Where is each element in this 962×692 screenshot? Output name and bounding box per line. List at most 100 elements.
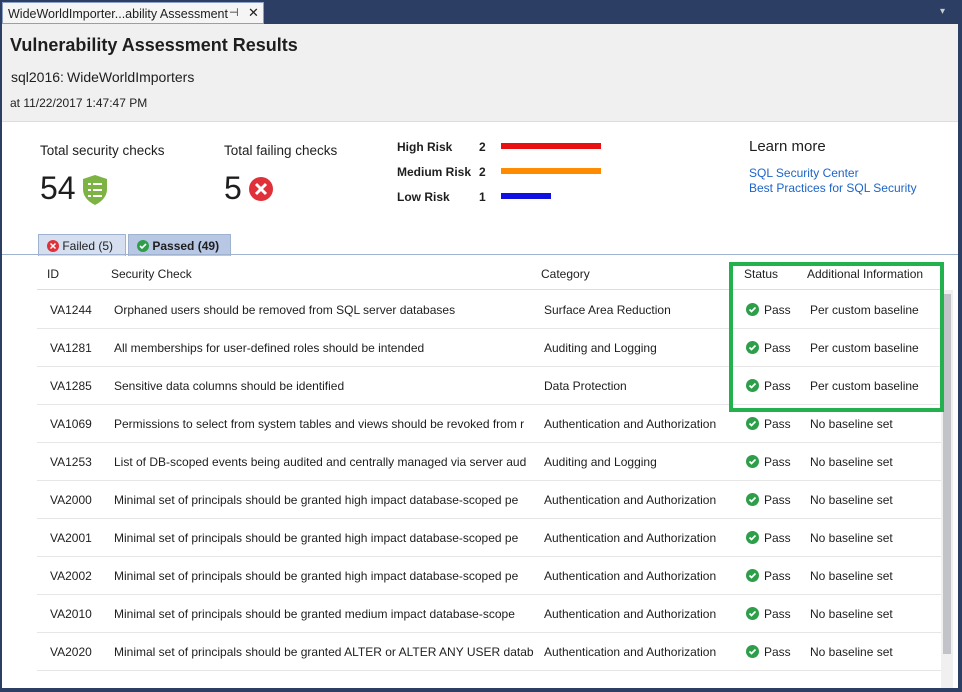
risk-label: Medium Risk: [397, 165, 472, 179]
column-header[interactable]: Status: [744, 267, 779, 281]
cell: Authentication and Authorization: [544, 645, 717, 659]
fail-icon: [47, 240, 59, 252]
risk-count: 2: [479, 140, 486, 154]
failing-label: Total failing checks: [224, 143, 338, 158]
cell: Per custom baseline: [810, 341, 919, 355]
cell: No baseline set: [810, 417, 893, 431]
column-header[interactable]: ID: [47, 267, 59, 281]
table-row[interactable]: VA1281 All memberships for user-defined r…: [37, 329, 942, 367]
status: Pass: [764, 341, 791, 355]
cell: VA2002: [50, 569, 92, 583]
content: Vulnerability Assessment Results sql2016…: [2, 24, 958, 688]
server: sql2016:: [11, 69, 64, 85]
cell: No baseline set: [810, 531, 893, 545]
risk-bar: [501, 168, 601, 174]
cell: List of DB-scoped events being audited a…: [114, 455, 527, 469]
timestamp: at 11/22/2017 1:47:47 PM: [10, 96, 148, 110]
cell: Minimal set of principals should be gran…: [114, 645, 534, 659]
risk-count: 1: [479, 190, 486, 204]
column-header[interactable]: Additional Information: [807, 267, 924, 281]
cell: Surface Area Reduction: [544, 303, 671, 317]
status: Pass: [764, 379, 791, 393]
risk-bar: [501, 193, 551, 199]
pin-button[interactable]: ⊣: [229, 7, 239, 19]
pass-icon: [137, 240, 149, 252]
document-tab[interactable]: WideWorldImporter...ability Assessment ⊣…: [2, 2, 264, 24]
dropdown[interactable]: ▾: [940, 6, 946, 17]
cell: VA1069: [50, 417, 92, 431]
table-row[interactable]: VA1285 Sensitive data columns should be i…: [37, 367, 942, 405]
cell: VA2000: [50, 493, 92, 507]
cell: Authentication and Authorization: [544, 531, 717, 545]
cell: Minimal set of principals should be gran…: [114, 607, 515, 621]
status: Pass: [764, 645, 791, 659]
table-row[interactable]: VA2020 Minimal set of principals should b…: [37, 633, 942, 671]
cell: VA1244: [50, 303, 92, 317]
column-header[interactable]: Security Check: [111, 267, 192, 281]
status: Pass: [764, 607, 791, 621]
pass-icon: [746, 417, 759, 430]
status: Pass: [764, 569, 791, 583]
cell: No baseline set: [810, 645, 893, 659]
cell: Per custom baseline: [810, 379, 919, 393]
cell: No baseline set: [810, 569, 893, 583]
cell: Data Protection: [544, 379, 627, 393]
tab-count: (5): [98, 239, 114, 253]
close-button[interactable]: ✕: [248, 5, 259, 20]
header: Vulnerability Assessment Results sql2016…: [2, 24, 958, 122]
pass-icon: [746, 455, 759, 468]
pass-icon: [746, 493, 759, 506]
tab-label: Failed: [62, 239, 96, 253]
table-row[interactable]: VA2001 Minimal set of principals should b…: [37, 519, 942, 557]
pass-icon: [746, 379, 759, 392]
table-row[interactable]: VA1069 Permissions to select from system …: [37, 405, 942, 443]
cell: Authentication and Authorization: [544, 569, 717, 583]
link[interactable]: Best Practices for SQL Security: [749, 181, 917, 195]
table-row[interactable]: VA2010 Minimal set of principals should b…: [37, 595, 942, 633]
tab-label: Passed: [152, 239, 195, 253]
cell: Auditing and Logging: [544, 455, 657, 469]
cell: Authentication and Authorization: [544, 493, 717, 507]
fail-icon: [249, 177, 273, 201]
status: Pass: [764, 303, 791, 317]
scrollbar[interactable]: [941, 290, 953, 688]
tab-rule: [2, 254, 958, 255]
highlight-box: [729, 262, 944, 412]
tab-count: (49): [197, 239, 220, 253]
status: Pass: [764, 417, 791, 431]
table-row[interactable]: VA2002 Minimal set of principals should b…: [37, 557, 942, 595]
pass-icon: [746, 569, 759, 582]
pass-icon: [746, 645, 759, 658]
table-row[interactable]: VA1244 Orphaned users should be removed f…: [37, 291, 942, 329]
risk-count: 2: [479, 165, 486, 179]
cell: VA2010: [50, 607, 92, 621]
table-row[interactable]: VA1253 List of DB-scoped events being aud…: [37, 443, 942, 481]
cell: All memberships for user-defined roles s…: [114, 341, 425, 355]
passed-tab[interactable]: Passed (49): [128, 234, 231, 256]
cell: Permissions to select from system tables…: [114, 417, 525, 431]
risk-label: High Risk: [397, 140, 453, 154]
cell: Auditing and Logging: [544, 341, 657, 355]
page-title: Vulnerability Assessment Results: [10, 35, 298, 55]
tab-title: WideWorldImporter...ability Assessment: [8, 7, 228, 21]
learn-more-title: Learn more: [749, 138, 826, 155]
pass-icon: [746, 607, 759, 620]
database: WideWorldImporters: [67, 69, 195, 85]
column-header[interactable]: Category: [541, 267, 590, 281]
table-row[interactable]: VA2000 Minimal set of principals should b…: [37, 481, 942, 519]
failing-value: 5: [224, 170, 242, 206]
scroll-thumb[interactable]: [943, 294, 951, 654]
risk-label: Low Risk: [397, 190, 450, 204]
link[interactable]: SQL Security Center: [749, 166, 859, 180]
total-value: 54: [40, 170, 76, 206]
shield-icon: [83, 175, 107, 205]
table-header: ID Security Check Category Status Additi…: [37, 256, 942, 290]
failed-tab[interactable]: Failed (5): [38, 234, 126, 256]
cell: Authentication and Authorization: [544, 417, 717, 431]
status: Pass: [764, 531, 791, 545]
total-label: Total security checks: [40, 143, 165, 158]
cell: Orphaned users should be removed from SQ…: [114, 303, 456, 317]
status: Pass: [764, 455, 791, 469]
cell: VA2001: [50, 531, 92, 545]
